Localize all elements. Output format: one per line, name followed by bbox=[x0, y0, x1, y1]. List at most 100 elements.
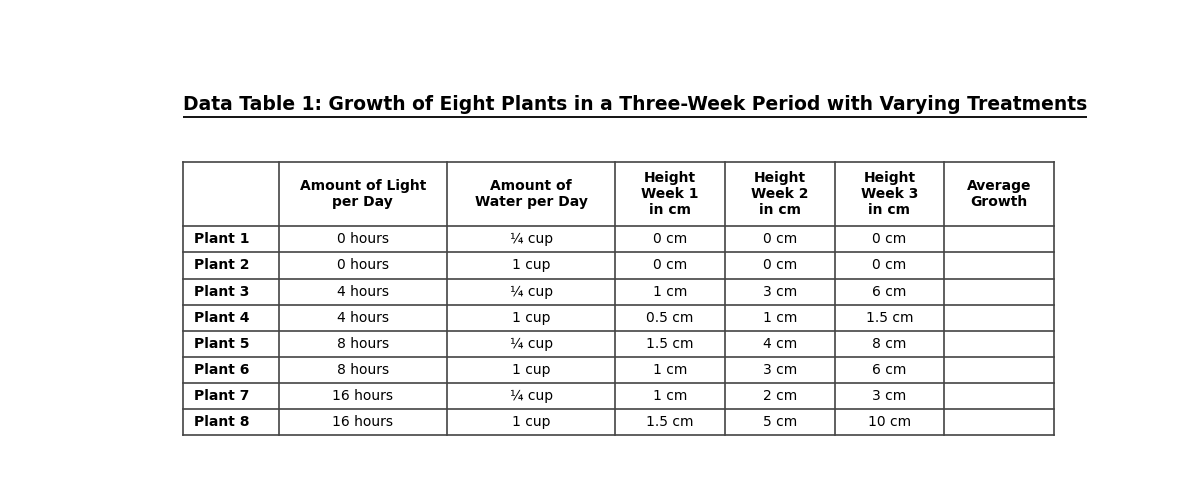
Text: Amount of Light
per Day: Amount of Light per Day bbox=[300, 179, 426, 209]
Bar bbox=[725, 357, 835, 383]
Text: 4 hours: 4 hours bbox=[337, 284, 389, 298]
Bar bbox=[182, 278, 278, 304]
Text: 1 cm: 1 cm bbox=[763, 310, 797, 324]
Bar bbox=[446, 226, 616, 252]
Bar bbox=[944, 409, 1054, 436]
Bar bbox=[835, 383, 944, 409]
Text: 1 cup: 1 cup bbox=[512, 416, 551, 430]
Bar bbox=[182, 226, 278, 252]
Bar bbox=[835, 304, 944, 331]
Bar bbox=[725, 278, 835, 304]
Text: Plant 6: Plant 6 bbox=[193, 363, 250, 377]
Text: ¼ cup: ¼ cup bbox=[510, 337, 553, 351]
Text: 1.5 cm: 1.5 cm bbox=[865, 310, 913, 324]
Text: 6 cm: 6 cm bbox=[872, 284, 907, 298]
Bar bbox=[725, 162, 835, 226]
Bar bbox=[616, 252, 725, 278]
Text: 1 cm: 1 cm bbox=[653, 363, 688, 377]
Text: 0 hours: 0 hours bbox=[337, 258, 389, 272]
Text: 8 hours: 8 hours bbox=[337, 363, 389, 377]
Text: 5 cm: 5 cm bbox=[763, 416, 797, 430]
Bar bbox=[944, 383, 1054, 409]
Text: ¼ cup: ¼ cup bbox=[510, 389, 553, 403]
Bar bbox=[278, 383, 446, 409]
Bar bbox=[182, 357, 278, 383]
Bar bbox=[725, 409, 835, 436]
Bar bbox=[446, 252, 616, 278]
Text: Average
Growth: Average Growth bbox=[967, 179, 1031, 209]
Bar bbox=[446, 331, 616, 357]
Bar bbox=[182, 304, 278, 331]
Bar bbox=[725, 331, 835, 357]
Text: 0 hours: 0 hours bbox=[337, 232, 389, 246]
Text: Amount of
Water per Day: Amount of Water per Day bbox=[475, 179, 588, 209]
Text: ¼ cup: ¼ cup bbox=[510, 284, 553, 298]
Bar bbox=[616, 226, 725, 252]
Bar bbox=[182, 162, 278, 226]
Bar bbox=[446, 278, 616, 304]
Text: 0 cm: 0 cm bbox=[872, 232, 906, 246]
Text: 8 hours: 8 hours bbox=[337, 337, 389, 351]
Bar bbox=[616, 162, 725, 226]
Text: 1 cup: 1 cup bbox=[512, 258, 551, 272]
Bar bbox=[446, 304, 616, 331]
Bar bbox=[182, 331, 278, 357]
Bar bbox=[835, 252, 944, 278]
Text: Height
Week 3
in cm: Height Week 3 in cm bbox=[860, 171, 918, 218]
Text: Plant 3: Plant 3 bbox=[193, 284, 250, 298]
Text: 6 cm: 6 cm bbox=[872, 363, 907, 377]
Text: 4 cm: 4 cm bbox=[763, 337, 797, 351]
Bar bbox=[616, 331, 725, 357]
Text: 0 cm: 0 cm bbox=[872, 258, 906, 272]
Bar bbox=[835, 331, 944, 357]
Text: 1 cm: 1 cm bbox=[653, 389, 688, 403]
Bar bbox=[278, 357, 446, 383]
Bar bbox=[616, 357, 725, 383]
Text: 1.5 cm: 1.5 cm bbox=[647, 337, 694, 351]
Bar bbox=[278, 304, 446, 331]
Text: 0 cm: 0 cm bbox=[763, 258, 797, 272]
Bar bbox=[446, 357, 616, 383]
Bar bbox=[278, 162, 446, 226]
Text: 4 hours: 4 hours bbox=[337, 310, 389, 324]
Bar bbox=[278, 331, 446, 357]
Text: 16 hours: 16 hours bbox=[332, 416, 394, 430]
Bar bbox=[278, 278, 446, 304]
Text: 0.5 cm: 0.5 cm bbox=[647, 310, 694, 324]
Bar bbox=[725, 226, 835, 252]
Text: 2 cm: 2 cm bbox=[763, 389, 797, 403]
Bar bbox=[616, 383, 725, 409]
Text: Plant 1: Plant 1 bbox=[193, 232, 250, 246]
Bar bbox=[446, 409, 616, 436]
Bar bbox=[944, 162, 1054, 226]
Bar bbox=[835, 409, 944, 436]
Bar bbox=[182, 409, 278, 436]
Text: Plant 8: Plant 8 bbox=[193, 416, 250, 430]
Text: 3 cm: 3 cm bbox=[763, 363, 797, 377]
Bar bbox=[835, 226, 944, 252]
Bar bbox=[944, 226, 1054, 252]
Bar bbox=[616, 278, 725, 304]
Text: Plant 2: Plant 2 bbox=[193, 258, 250, 272]
Bar bbox=[725, 383, 835, 409]
Bar bbox=[944, 278, 1054, 304]
Text: 0 cm: 0 cm bbox=[653, 258, 688, 272]
Text: 0 cm: 0 cm bbox=[653, 232, 688, 246]
Bar bbox=[616, 304, 725, 331]
Bar bbox=[725, 304, 835, 331]
Text: Plant 7: Plant 7 bbox=[193, 389, 250, 403]
Bar bbox=[278, 409, 446, 436]
Bar bbox=[835, 357, 944, 383]
Bar bbox=[278, 226, 446, 252]
Text: 1 cup: 1 cup bbox=[512, 363, 551, 377]
Text: 3 cm: 3 cm bbox=[763, 284, 797, 298]
Text: ¼ cup: ¼ cup bbox=[510, 232, 553, 246]
Bar bbox=[944, 304, 1054, 331]
Text: 10 cm: 10 cm bbox=[868, 416, 911, 430]
Bar bbox=[944, 252, 1054, 278]
Text: Plant 4: Plant 4 bbox=[193, 310, 250, 324]
Text: Height
Week 1
in cm: Height Week 1 in cm bbox=[641, 171, 698, 218]
Bar bbox=[446, 162, 616, 226]
Bar bbox=[446, 383, 616, 409]
Bar bbox=[835, 278, 944, 304]
